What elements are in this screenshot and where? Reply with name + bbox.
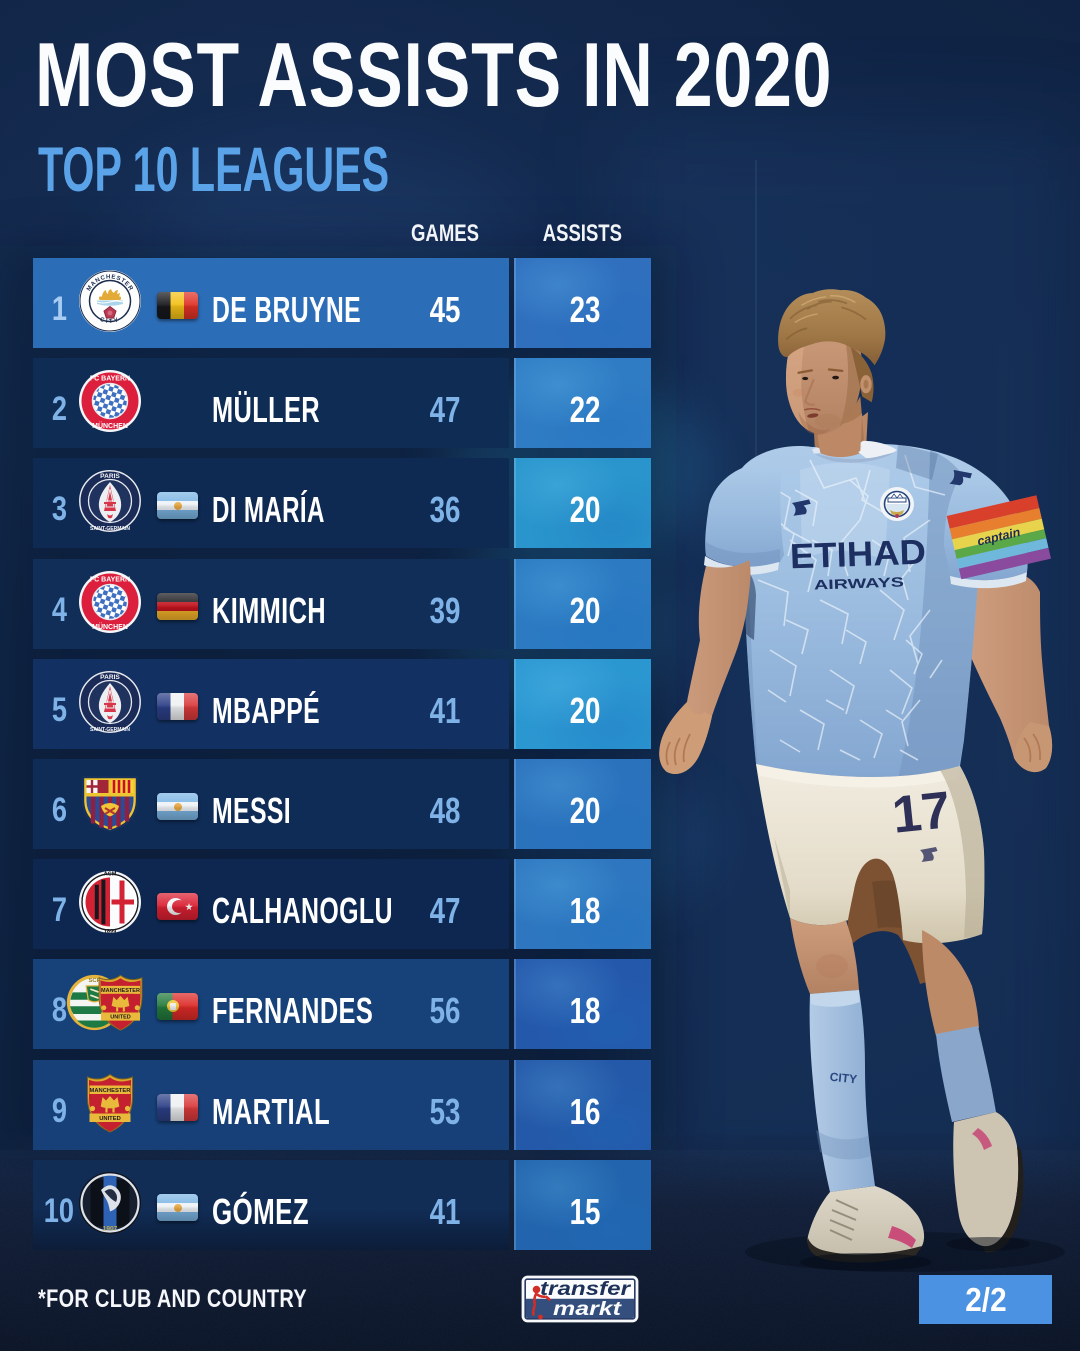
svg-text:AIRWAYS: AIRWAYS (814, 574, 904, 592)
svg-text:ETIHAD: ETIHAD (789, 533, 926, 577)
svg-text:MANCHESTER: MANCHESTER (101, 988, 140, 994)
svg-text:PARIS: PARIS (100, 674, 120, 681)
svg-text:FC BAYERN: FC BAYERN (90, 376, 130, 383)
svg-text:UNITED: UNITED (110, 1015, 131, 1021)
svg-text:CITY: CITY (99, 317, 121, 325)
svg-text:1899: 1899 (104, 929, 116, 934)
svg-text:17: 17 (890, 781, 954, 845)
svg-text:SAINT-GERMAIN: SAINT-GERMAIN (90, 526, 130, 532)
svg-text:markt: markt (553, 1299, 622, 1320)
svg-text:1907: 1907 (103, 1226, 118, 1233)
svg-text:ACM: ACM (104, 872, 117, 878)
svg-text:transfer: transfer (540, 1279, 632, 1300)
svg-text:MÜNCHEN: MÜNCHEN (92, 622, 128, 631)
svg-text:PARIS: PARIS (100, 473, 120, 480)
svg-text:FC BAYERN: FC BAYERN (90, 577, 130, 584)
svg-text:UNITED: UNITED (99, 1116, 121, 1122)
svg-text:SAINT-GERMAIN: SAINT-GERMAIN (90, 727, 130, 733)
svg-text:CITY: CITY (829, 1070, 858, 1087)
svg-text:SCP: SCP (88, 978, 100, 984)
svg-text:MANCHESTER: MANCHESTER (90, 1088, 132, 1094)
svg-text:MÜNCHEN: MÜNCHEN (92, 421, 128, 430)
